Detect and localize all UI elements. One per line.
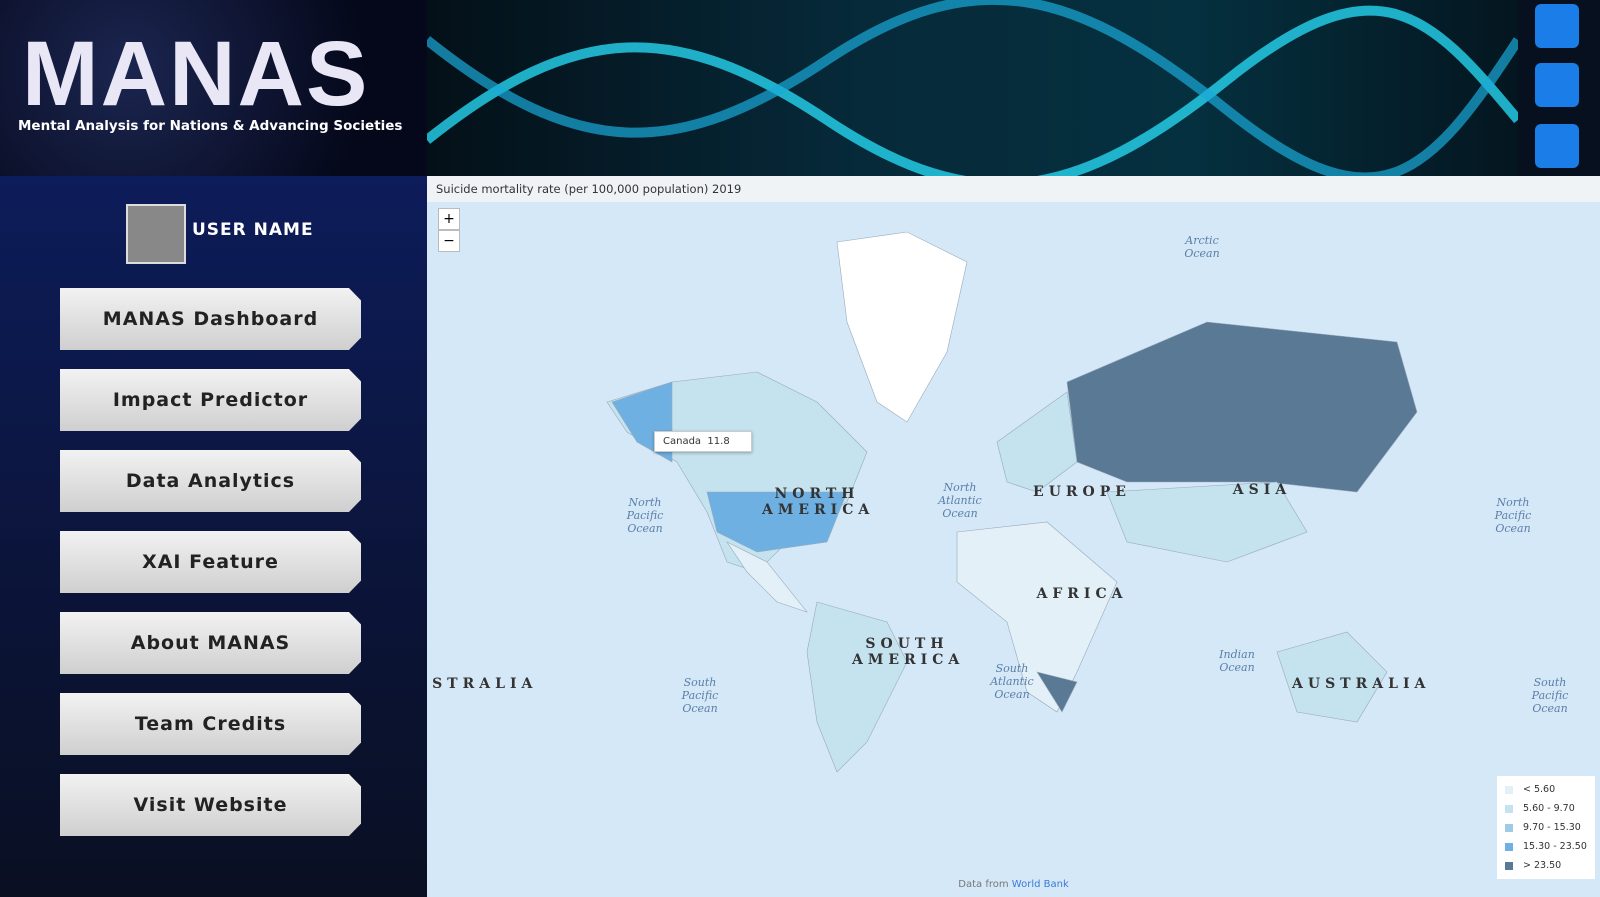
legend-label: 9.70 - 15.30 bbox=[1523, 822, 1581, 833]
ocean-label: Indian Ocean bbox=[1219, 648, 1255, 674]
ocean-label: North Atlantic Ocean bbox=[938, 481, 982, 520]
attribution-prefix: Data from bbox=[958, 879, 1009, 890]
legend-item: 9.70 - 15.30 bbox=[1505, 818, 1587, 837]
legend-label: > 23.50 bbox=[1523, 860, 1562, 871]
user-name: USER NAME bbox=[192, 220, 314, 240]
ocean-label: South Atlantic Ocean bbox=[990, 662, 1034, 701]
ocean-label: North Pacific Ocean bbox=[626, 496, 664, 535]
nav-button[interactable]: Visit Website bbox=[60, 774, 361, 836]
avatar bbox=[126, 204, 186, 264]
ocean-label: Arctic Ocean bbox=[1184, 234, 1220, 260]
icon-bar bbox=[1518, 0, 1600, 176]
legend-swatch bbox=[1505, 804, 1513, 813]
chat-icon[interactable] bbox=[1535, 63, 1579, 107]
tooltip: Canada 11.8 bbox=[654, 431, 752, 452]
profile-icon[interactable] bbox=[1535, 4, 1579, 48]
tooltip-value: 11.8 bbox=[707, 436, 730, 447]
legend-item: 5.60 - 9.70 bbox=[1505, 799, 1587, 818]
map-panel: Suicide mortality rate (per 100,000 popu… bbox=[427, 176, 1600, 897]
nav-button[interactable]: MANAS Dashboard bbox=[60, 288, 361, 350]
continent-label: AFRICA bbox=[1036, 586, 1128, 602]
legend-item: > 23.50 bbox=[1505, 856, 1587, 875]
legend-label: < 5.60 bbox=[1523, 784, 1556, 795]
continent-label: AUSTRALIA bbox=[427, 676, 538, 692]
app-title: MANAS bbox=[22, 23, 370, 125]
ocean-label: South Pacific Ocean bbox=[681, 676, 719, 715]
continent-label: EUROPE bbox=[1033, 484, 1131, 500]
legend-label: 15.30 - 23.50 bbox=[1523, 841, 1587, 852]
map-title: Suicide mortality rate (per 100,000 popu… bbox=[427, 176, 1600, 202]
ocean-label: South Pacific Ocean bbox=[1531, 676, 1569, 715]
zoom-in[interactable]: + bbox=[438, 208, 460, 230]
legend-swatch bbox=[1505, 861, 1513, 870]
legend-item: 15.30 - 23.50 bbox=[1505, 837, 1587, 856]
ocean-label: North Pacific Ocean bbox=[1494, 496, 1532, 535]
sidebar: USER NAME MANAS Dashboard Impact Predicto… bbox=[0, 176, 427, 897]
continent-label: AUSTRALIA bbox=[1292, 676, 1431, 692]
continent-label: ASIA bbox=[1232, 482, 1292, 498]
app-subtitle: Mental Analysis for Nations & Advancing … bbox=[18, 118, 403, 134]
legend: < 5.60 5.60 - 9.70 9.70 - 15.30 15.30 - 23.… bbox=[1497, 776, 1595, 879]
legend-item: < 5.60 bbox=[1505, 780, 1587, 799]
dna-graphic bbox=[427, 0, 1518, 176]
legend-swatch bbox=[1505, 823, 1513, 832]
nav-button[interactable]: About MANAS bbox=[60, 612, 361, 674]
legend-swatch bbox=[1505, 785, 1513, 794]
nav-button[interactable]: Data Analytics bbox=[60, 450, 361, 512]
more-icon[interactable] bbox=[1535, 124, 1579, 168]
tooltip-country: Canada bbox=[663, 436, 702, 447]
attribution-link[interactable]: World Bank bbox=[1011, 879, 1069, 890]
legend-swatch bbox=[1505, 842, 1513, 851]
header: MANAS Mental Analysis for Nations & Adva… bbox=[0, 0, 427, 176]
world-map bbox=[606, 231, 1418, 773]
nav-button[interactable]: Team Credits bbox=[60, 693, 361, 755]
dna-banner bbox=[427, 0, 1518, 176]
nav-button[interactable]: Impact Predictor bbox=[60, 369, 361, 431]
legend-label: 5.60 - 9.70 bbox=[1523, 803, 1575, 814]
nav-button[interactable]: XAI Feature bbox=[60, 531, 361, 593]
continent-label: NORTH AMERICA bbox=[762, 486, 875, 518]
zoom-out[interactable]: − bbox=[438, 230, 460, 252]
continent-label: SOUTH AMERICA bbox=[852, 636, 965, 668]
attribution: Data from World Bank bbox=[427, 879, 1600, 890]
